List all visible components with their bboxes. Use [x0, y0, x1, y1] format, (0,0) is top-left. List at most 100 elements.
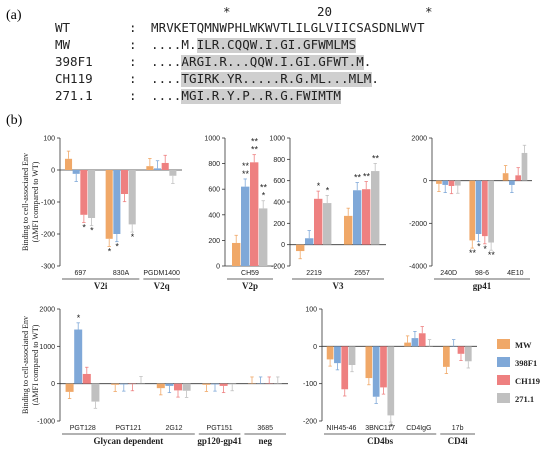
alignment-row-sequence: ....TGIRK.YR.....R.G.ML...MLM.	[151, 71, 379, 86]
x-tick-label: 4E10	[507, 270, 523, 277]
significance-star: **	[488, 250, 496, 260]
alignment-highlight	[249, 38, 258, 53]
alignment-highlight	[234, 38, 243, 53]
alignment-highlight	[242, 89, 251, 104]
bar-398f1	[334, 346, 341, 364]
bar-mw	[502, 173, 509, 181]
alignment-highlight	[219, 55, 228, 70]
alignment-highlight	[189, 89, 197, 104]
bar-mw	[146, 166, 154, 170]
bar-398f1	[475, 180, 482, 234]
alignment-highlight	[196, 72, 205, 87]
legend-label: 271.1	[515, 394, 534, 404]
alignment-highlight	[325, 72, 334, 87]
y-tick-label: -1000	[37, 419, 55, 426]
alignment-highlight	[295, 55, 304, 70]
alignment-row-separator: :	[129, 88, 137, 103]
bar-mw	[344, 215, 353, 245]
x-tick-label: 17b	[452, 425, 464, 432]
alignment-highlight	[189, 55, 197, 70]
alignment-highlight	[295, 72, 304, 87]
alignment-highlight	[204, 89, 213, 104]
group-label: neg	[258, 436, 272, 446]
alignment-highlight	[341, 38, 349, 53]
y-tick-label: -200	[41, 232, 55, 239]
legend-swatch	[497, 339, 510, 349]
alignment-highlight	[257, 38, 266, 53]
y-tick-label: 0	[216, 264, 220, 271]
alignment-highlight	[287, 72, 296, 87]
alignment-highlight	[257, 55, 266, 70]
bar-ch119	[482, 180, 488, 237]
alignment-highlight	[234, 89, 243, 104]
alignment-row-sequence: MRVKETQMNWPHLWKWVTLILGLVIICSASDNLWVT	[151, 20, 425, 35]
bar-ch119	[418, 333, 426, 347]
significance-star: **	[251, 137, 259, 147]
position-mark-star-1: *	[223, 4, 231, 19]
alignment-row-name: CH119	[55, 71, 93, 86]
bar-ch119	[219, 383, 228, 386]
bar-ch119	[250, 162, 259, 266]
x-tick-label: 3BNC117	[365, 425, 395, 432]
alignment-highlight	[341, 72, 349, 87]
y-tick-label: 800	[208, 161, 220, 168]
significance-star: *	[77, 313, 81, 323]
alignment-highlight	[280, 72, 289, 87]
alignment-highlight	[280, 89, 289, 104]
alignment-highlight	[303, 55, 311, 70]
bar-398f1	[210, 383, 219, 385]
bar-ch119	[161, 162, 169, 170]
y-axis-title: (ΔMFI compared to WT)	[31, 324, 40, 405]
bar-ch119	[515, 175, 522, 181]
bar-271.1	[348, 346, 356, 365]
x-tick-label: 830A	[113, 270, 130, 277]
alignment-highlight	[310, 38, 319, 53]
y-tick-label: -4000	[409, 264, 427, 271]
bar-398f1	[74, 329, 83, 384]
alignment-highlight	[181, 55, 190, 70]
x-tick-label: 2G12	[165, 425, 182, 432]
alignment-highlight	[348, 55, 357, 70]
legend-swatch	[497, 357, 510, 367]
alignment-highlight	[242, 38, 251, 53]
legend-label: 398F1	[515, 358, 537, 368]
x-tick-label: PGT151	[207, 425, 233, 432]
alignment-highlight	[356, 72, 365, 87]
alignment-highlight	[211, 72, 220, 87]
group-label: V2p	[242, 281, 258, 291]
bar-398f1	[153, 168, 162, 170]
alignment-highlight	[348, 72, 357, 87]
alignment-highlight	[318, 38, 327, 53]
x-tick-label: 697	[74, 270, 86, 277]
bar-ch119	[362, 189, 371, 245]
group-label: Glycan dependent	[94, 436, 164, 446]
alignment-highlight	[318, 89, 327, 104]
bar-mw	[404, 342, 411, 347]
alignment-highlight	[227, 89, 235, 104]
alignment-highlight	[333, 72, 342, 87]
x-tick-label: CD4IgG	[406, 425, 431, 432]
group-label: gp41	[473, 281, 492, 291]
bar-mw	[296, 244, 305, 252]
alignment-row-name: MW	[55, 37, 71, 52]
significance-star: *	[82, 222, 86, 232]
y-tick-label: 0	[51, 168, 55, 175]
bar-mw	[64, 158, 73, 170]
bar-271.1	[371, 171, 380, 245]
alignment-highlight	[219, 89, 228, 104]
alignment-highlight	[356, 55, 365, 70]
alignment-highlight	[333, 55, 342, 70]
alignment-highlight	[287, 89, 296, 104]
y-tick-label: 0	[423, 178, 427, 185]
group-label: CD4i	[448, 436, 468, 446]
alignment-highlight	[181, 89, 190, 104]
bar-ch119	[341, 346, 349, 390]
y-tick-label: 0	[51, 381, 55, 388]
alignment-row-name: 398F1	[55, 54, 93, 69]
bar-mw	[365, 346, 373, 379]
bar-398f1	[442, 180, 449, 185]
alignment-highlight	[318, 55, 327, 70]
alignment-row-separator: :	[129, 71, 137, 86]
alignment-row-sequence: ....MGI.R.Y.P..R.G.FWIMTM	[151, 88, 341, 103]
bar-271.1	[128, 170, 136, 225]
